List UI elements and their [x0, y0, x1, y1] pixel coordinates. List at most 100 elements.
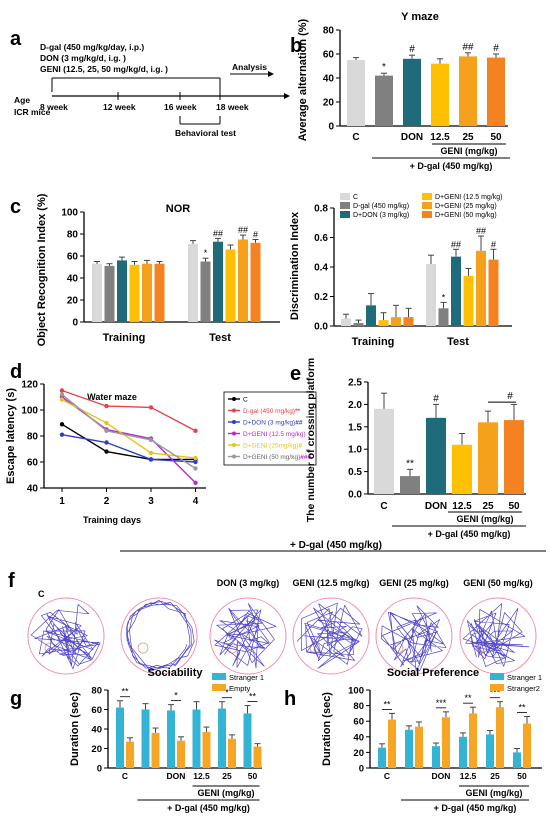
wm-line: [61, 389, 196, 432]
nor-y-tick-label: 100: [61, 208, 78, 219]
age-label: Age: [14, 95, 30, 105]
di-bar: [353, 323, 364, 326]
soc-y-tick-label: 20: [91, 744, 102, 755]
di-legend-swatch: [422, 211, 432, 218]
cp-geni-label: GENI (mg/kg): [456, 514, 513, 524]
cp-bar: [452, 444, 472, 494]
week-8: 8 week: [40, 102, 68, 112]
cp-bar: [400, 476, 420, 494]
pref-y-tick-label: 40: [353, 732, 364, 743]
di-ylabel: Discrimination Index: [289, 211, 301, 320]
wm-legend-marker: [232, 443, 236, 447]
wm-legend-marker: [232, 420, 236, 424]
arena-circle: [375, 597, 453, 675]
pref-legend-label: Stranger2: [507, 684, 540, 693]
soc-bar: [243, 713, 252, 768]
swim-track: [214, 603, 277, 669]
wm-x-tick-label: 2: [104, 496, 110, 507]
wm-point: [104, 420, 109, 426]
arena-circle: [209, 597, 287, 675]
panel-letter-d: d: [10, 361, 22, 383]
ymaze-geni-label: GENI (mg/kg): [440, 146, 497, 156]
cp-ylabel: The number of crossing platform: [305, 358, 317, 523]
nor-sig: ##: [238, 225, 248, 235]
wm-line: [61, 423, 196, 461]
soc-bar: [192, 709, 201, 768]
di-bar: [476, 250, 486, 326]
di-bar: [451, 256, 461, 326]
pref-bar: [432, 746, 440, 768]
nor-bar: [129, 264, 140, 322]
soc-dgal-label: + D-gal (450 mg/kg): [167, 803, 250, 813]
pref-xlabel: 12.5: [460, 771, 477, 781]
cp-xlabel: 12.5: [452, 501, 472, 512]
ymaze-title: Y maze: [401, 11, 439, 23]
di-legend-label: D+GENI (50 mg/kg): [435, 212, 497, 219]
panel-letter-h: h: [284, 688, 296, 710]
wm-point: [104, 440, 109, 445]
nor-bar: [154, 263, 165, 322]
pref-xlabel: 50: [517, 771, 527, 781]
soc-y-tick-label: 80: [91, 686, 102, 697]
di-legend-swatch: [340, 211, 350, 218]
pref-xlabel: C: [384, 771, 390, 781]
pref-legend-swatch: [490, 673, 504, 680]
week-12: 12 week: [103, 102, 136, 112]
di-bar: [391, 317, 401, 326]
week-18: 18 week: [216, 102, 249, 112]
nor-sig: *: [204, 248, 208, 258]
di-bar: [341, 318, 351, 326]
nor-bar: [250, 242, 261, 322]
soc-bar: [116, 707, 124, 768]
soc-bar: [218, 708, 226, 768]
soc-legend-label: Stranger 1: [229, 673, 264, 682]
panel-letter-g: g: [10, 688, 22, 710]
panel-letter-f: f: [8, 570, 15, 592]
ymaze-bar: [403, 58, 421, 126]
cp-sig: #: [433, 393, 439, 404]
nor-ylabel: Object Recognition Index (%): [36, 193, 48, 346]
wm-ylabel: Escape latency (s): [5, 388, 17, 484]
panel-f-tracks: + D-gal (450 mg/kg) C DON (3 mg/kg) GENI (1…: [27, 540, 546, 675]
chart-crossing-platform: 0.0 0.5 1.0 1.5 2.0 2.5 The number of crossing…: [305, 358, 526, 539]
ymaze-bar: [375, 75, 393, 126]
ymaze-y-tick-label: 0: [328, 122, 334, 133]
soc-xlabel: 12.5: [193, 771, 210, 781]
dose-line-3: GENI (12.5, 25, 50 mg/kg/d, i.g. ): [40, 64, 168, 74]
ymaze-sig: #: [493, 43, 499, 54]
soc-bar: [253, 746, 262, 768]
di-sig: #: [491, 239, 496, 249]
di-bar: [366, 305, 376, 326]
nor-xlabel: Test: [209, 332, 231, 344]
ymaze-xlabel: 12.5: [430, 132, 450, 143]
wm-point: [59, 397, 65, 402]
wm-point: [104, 449, 109, 454]
pref-bar: [442, 717, 450, 768]
soc-bar: [167, 710, 175, 768]
di-legend-label: D+DON (3 mg/kg): [353, 212, 409, 219]
wm-point: [59, 388, 65, 393]
wm-line: [61, 393, 196, 470]
nor-y-tick-label: 40: [67, 274, 79, 285]
di-legend-label: D+GENI (12.5 mg/kg): [435, 194, 503, 201]
di-y-tick-label: 0.4: [314, 263, 328, 274]
soc-y-tick-label: 0: [97, 764, 102, 775]
analysis-label: Analysis: [232, 62, 267, 72]
wm-line: [61, 398, 196, 459]
wm-x-tick-label: 3: [148, 496, 154, 507]
cp-bar: [504, 420, 524, 494]
pref-sig: **: [383, 699, 391, 709]
pref-sig: **: [464, 693, 472, 703]
chart-social-preference: 0 20 40 60 80 100 Social Preference Duration (s…: [321, 667, 542, 813]
ymaze-xlabel: 50: [490, 132, 502, 143]
di-y-tick-label: 0.8: [314, 204, 328, 215]
wm-point: [148, 405, 154, 410]
pref-bar: [513, 752, 521, 768]
pref-geni-label: GENI (mg/kg): [465, 788, 522, 798]
nor-bar: [200, 261, 211, 322]
wm-y-tick-label: 40: [27, 484, 39, 495]
nor-sig: #: [253, 230, 258, 240]
nor-xlabel: Training: [103, 332, 146, 344]
timeline-arrowhead: [284, 93, 290, 99]
wm-y-tick-label: 120: [21, 380, 38, 391]
